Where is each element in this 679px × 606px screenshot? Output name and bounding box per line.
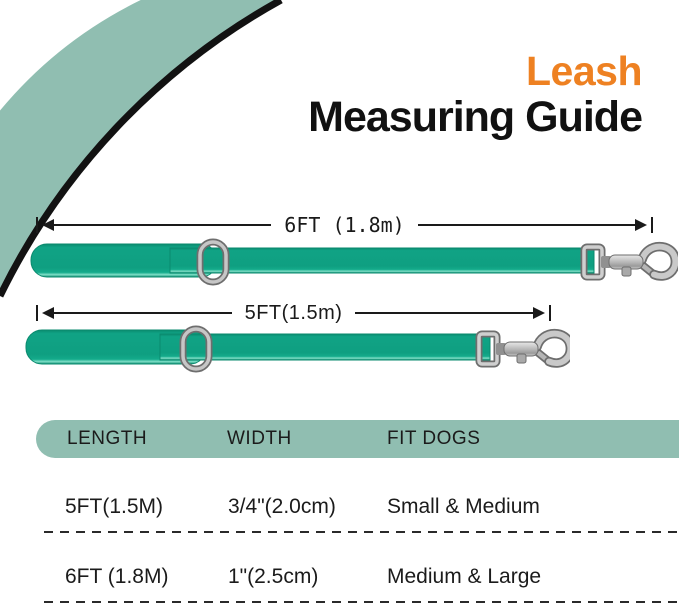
dimension-tick-left <box>36 217 38 233</box>
row-divider <box>44 531 679 533</box>
column-header-length: LENGTH <box>67 428 148 449</box>
dimension-label-5ft: 5FT(1.5m) <box>244 301 343 324</box>
column-header-fit-dogs: FIT DOGS <box>387 428 481 449</box>
d-ring-icon <box>196 238 230 286</box>
dimension-tick-right <box>549 305 551 321</box>
snap-hook-icon <box>580 241 678 281</box>
title-block: Leash Measuring Guide <box>308 48 643 141</box>
table-row: 5FT(1.5M) 3/4"(2.0cm) Small & Medium <box>0 494 679 520</box>
column-header-width: WIDTH <box>227 428 292 449</box>
table-header-row: LENGTH WIDTH FIT DOGS <box>36 420 679 458</box>
dimension-label-6ft: 6FT (1.8m) <box>284 213 405 237</box>
cell-fit-dogs: Medium & Large <box>387 565 542 588</box>
page-title: Measuring Guide <box>308 92 643 141</box>
leash-strap <box>169 247 595 274</box>
cell-width: 3/4"(2.0cm) <box>228 495 336 518</box>
cell-fit-dogs: Small & Medium <box>387 495 540 518</box>
arrowhead-right-icon <box>533 307 545 319</box>
cell-width: 1"(2.5cm) <box>228 565 319 588</box>
leash-illustration-5ft <box>25 325 570 373</box>
cell-length: 5FT(1.5M) <box>65 495 164 518</box>
leash-illustration-6ft <box>30 238 678 286</box>
arrowhead-left-icon <box>42 219 54 231</box>
dimension-tick-left <box>36 305 38 321</box>
dimension-arrow-5ft: 5FT(1.5m) <box>36 301 551 324</box>
row-divider <box>44 601 679 603</box>
leash-strap <box>159 333 491 361</box>
dimension-tick-right <box>651 217 654 233</box>
arrowhead-right-icon <box>635 219 648 231</box>
dimension-arrow-6ft: 6FT (1.8m) <box>36 213 654 237</box>
table-row: 6FT (1.8M) 1"(2.5cm) Medium & Large <box>0 564 679 590</box>
snap-hook-icon <box>475 328 570 368</box>
title-accent: Leash <box>526 48 642 94</box>
cell-length: 6FT (1.8M) <box>65 565 169 588</box>
d-ring-icon <box>179 325 213 373</box>
arrowhead-left-icon <box>42 307 54 319</box>
